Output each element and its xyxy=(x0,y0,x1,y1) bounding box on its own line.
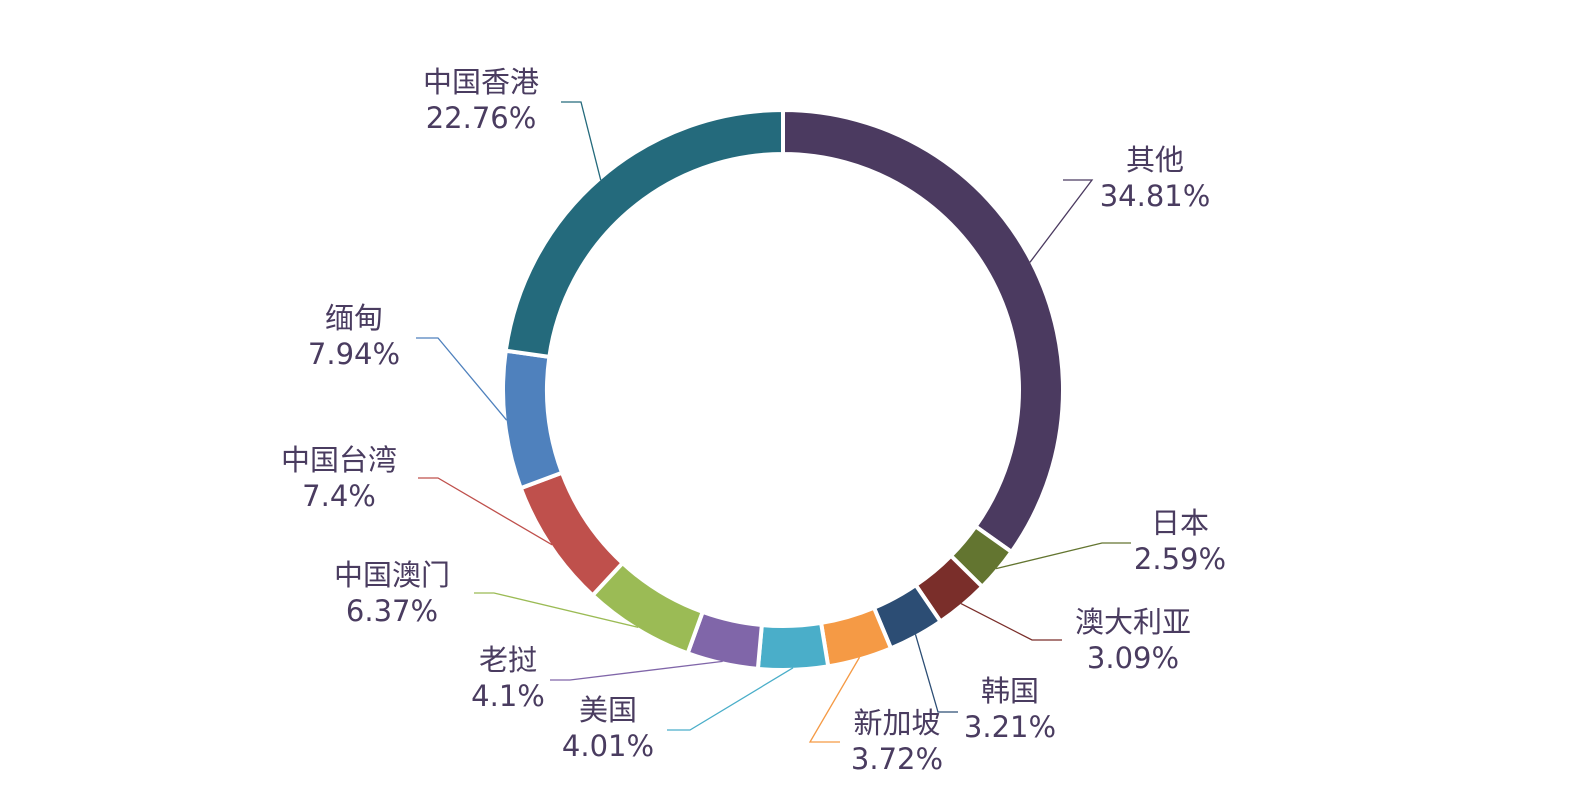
slice-label-name: 新加坡 xyxy=(853,706,940,740)
slice-label-name: 日本 xyxy=(1151,506,1209,540)
slice-label-name: 缅甸 xyxy=(325,301,383,335)
slice-label-percent: 22.76% xyxy=(426,101,537,135)
slice-label-name: 美国 xyxy=(579,693,637,727)
slice-label-percent: 7.4% xyxy=(302,479,376,513)
slice-label-percent: 34.81% xyxy=(1100,179,1211,213)
slice-label-name: 中国澳门 xyxy=(334,558,450,592)
slice-label-name: 澳大利亚 xyxy=(1075,605,1191,639)
slice-label-name: 中国台湾 xyxy=(281,443,397,477)
leader-line-7 xyxy=(550,660,723,681)
slice-11 xyxy=(503,107,785,360)
donut-slices xyxy=(501,107,1065,672)
leader-line-8 xyxy=(474,592,639,628)
leader-line-11 xyxy=(561,101,602,181)
slice-label-percent: 4.01% xyxy=(562,729,654,763)
slice-9 xyxy=(518,470,626,599)
slice-label-percent: 3.21% xyxy=(964,710,1056,744)
slice-label-percent: 3.72% xyxy=(851,742,943,776)
slice-label-name: 其他 xyxy=(1126,143,1184,177)
slice-label-name: 老挝 xyxy=(479,643,537,677)
leader-line-3 xyxy=(960,603,1062,641)
leader-lines xyxy=(416,101,1131,743)
slice-label-name: 中国香港 xyxy=(423,65,539,99)
slice-label-percent: 7.94% xyxy=(308,337,400,371)
leader-line-10 xyxy=(416,337,508,421)
leader-line-5 xyxy=(808,656,861,743)
slice-label-percent: 6.37% xyxy=(346,594,438,628)
leader-line-1 xyxy=(1029,179,1094,263)
leader-line-6 xyxy=(667,667,794,731)
leader-line-9 xyxy=(418,477,553,546)
slice-6 xyxy=(755,620,831,672)
leader-line-4 xyxy=(914,634,958,713)
slice-label-name: 韩国 xyxy=(981,674,1039,708)
slice-label-percent: 3.09% xyxy=(1087,641,1179,675)
slice-label-percent: 4.1% xyxy=(471,679,545,713)
slice-1 xyxy=(781,107,1065,555)
leader-line-2 xyxy=(995,542,1131,570)
slice-10 xyxy=(501,348,565,491)
slice-label-percent: 2.59% xyxy=(1134,542,1226,576)
